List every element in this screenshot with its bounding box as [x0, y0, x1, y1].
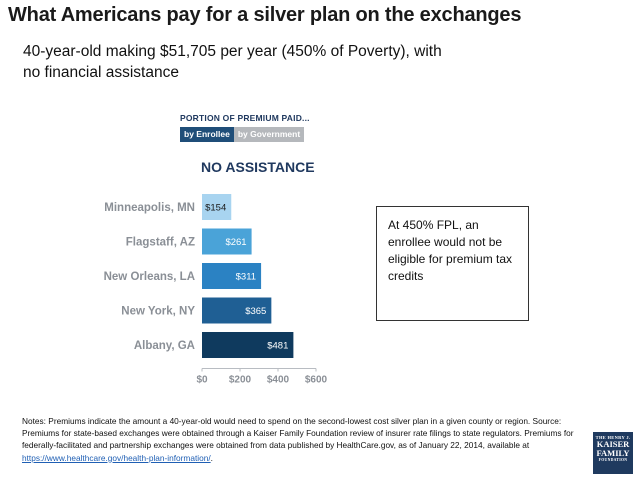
data-label: $311 [236, 272, 256, 283]
data-label: $365 [245, 306, 266, 317]
category-label: Minneapolis, MN [104, 202, 195, 214]
notes-text: Notes: Premiums indicate the amount a 40… [22, 416, 574, 451]
healthcare-gov-link[interactable]: https://www.healthcare.gov/health-plan-i… [22, 452, 211, 463]
category-label: New York, NY [121, 306, 195, 318]
legend-title: PORTION OF PREMIUM PAID... [180, 113, 310, 123]
bar [202, 228, 252, 255]
data-label: $154 [205, 203, 226, 214]
page-title: What Americans pay for a silver plan on … [8, 4, 522, 26]
kff-logo: THE HENRY J. KAISER FAMILY FOUNDATION [593, 432, 633, 474]
legend-item-enrollee: by Enrollee [180, 127, 234, 142]
category-label: Flagstaff, AZ [126, 237, 195, 249]
bar [202, 263, 262, 289]
x-tick-label: $600 [305, 375, 328, 386]
chart-title: NO ASSISTANCE [201, 159, 315, 175]
bar [202, 297, 272, 324]
bar [202, 332, 294, 358]
legend: by Enrollee by Government [180, 127, 305, 142]
page-subtitle: 40-year-old making $51,705 per year (450… [23, 43, 442, 81]
callout-box: At 450% FPL, an enrollee would not be el… [376, 206, 529, 321]
category-label: Albany, GA [134, 340, 195, 352]
category-label: New Orleans, LA [104, 271, 195, 283]
logo-line-4: FOUNDATION [598, 458, 628, 462]
x-tick-label: $200 [229, 375, 252, 386]
bar [202, 194, 232, 220]
x-tick-label: $0 [196, 375, 208, 386]
x-tick-label: $400 [267, 375, 290, 386]
notes-suffix: . [210, 452, 213, 463]
legend-item-government: by Government [233, 127, 305, 142]
data-label: $481 [267, 341, 288, 352]
notes: Notes: Premiums indicate the amount a 40… [22, 415, 582, 464]
logo-line-3: FAMILY [596, 448, 630, 458]
logo-line-1: THE HENRY J. [595, 435, 631, 440]
data-label: $261 [225, 237, 246, 248]
logo-line-2: KAISER [596, 439, 630, 449]
